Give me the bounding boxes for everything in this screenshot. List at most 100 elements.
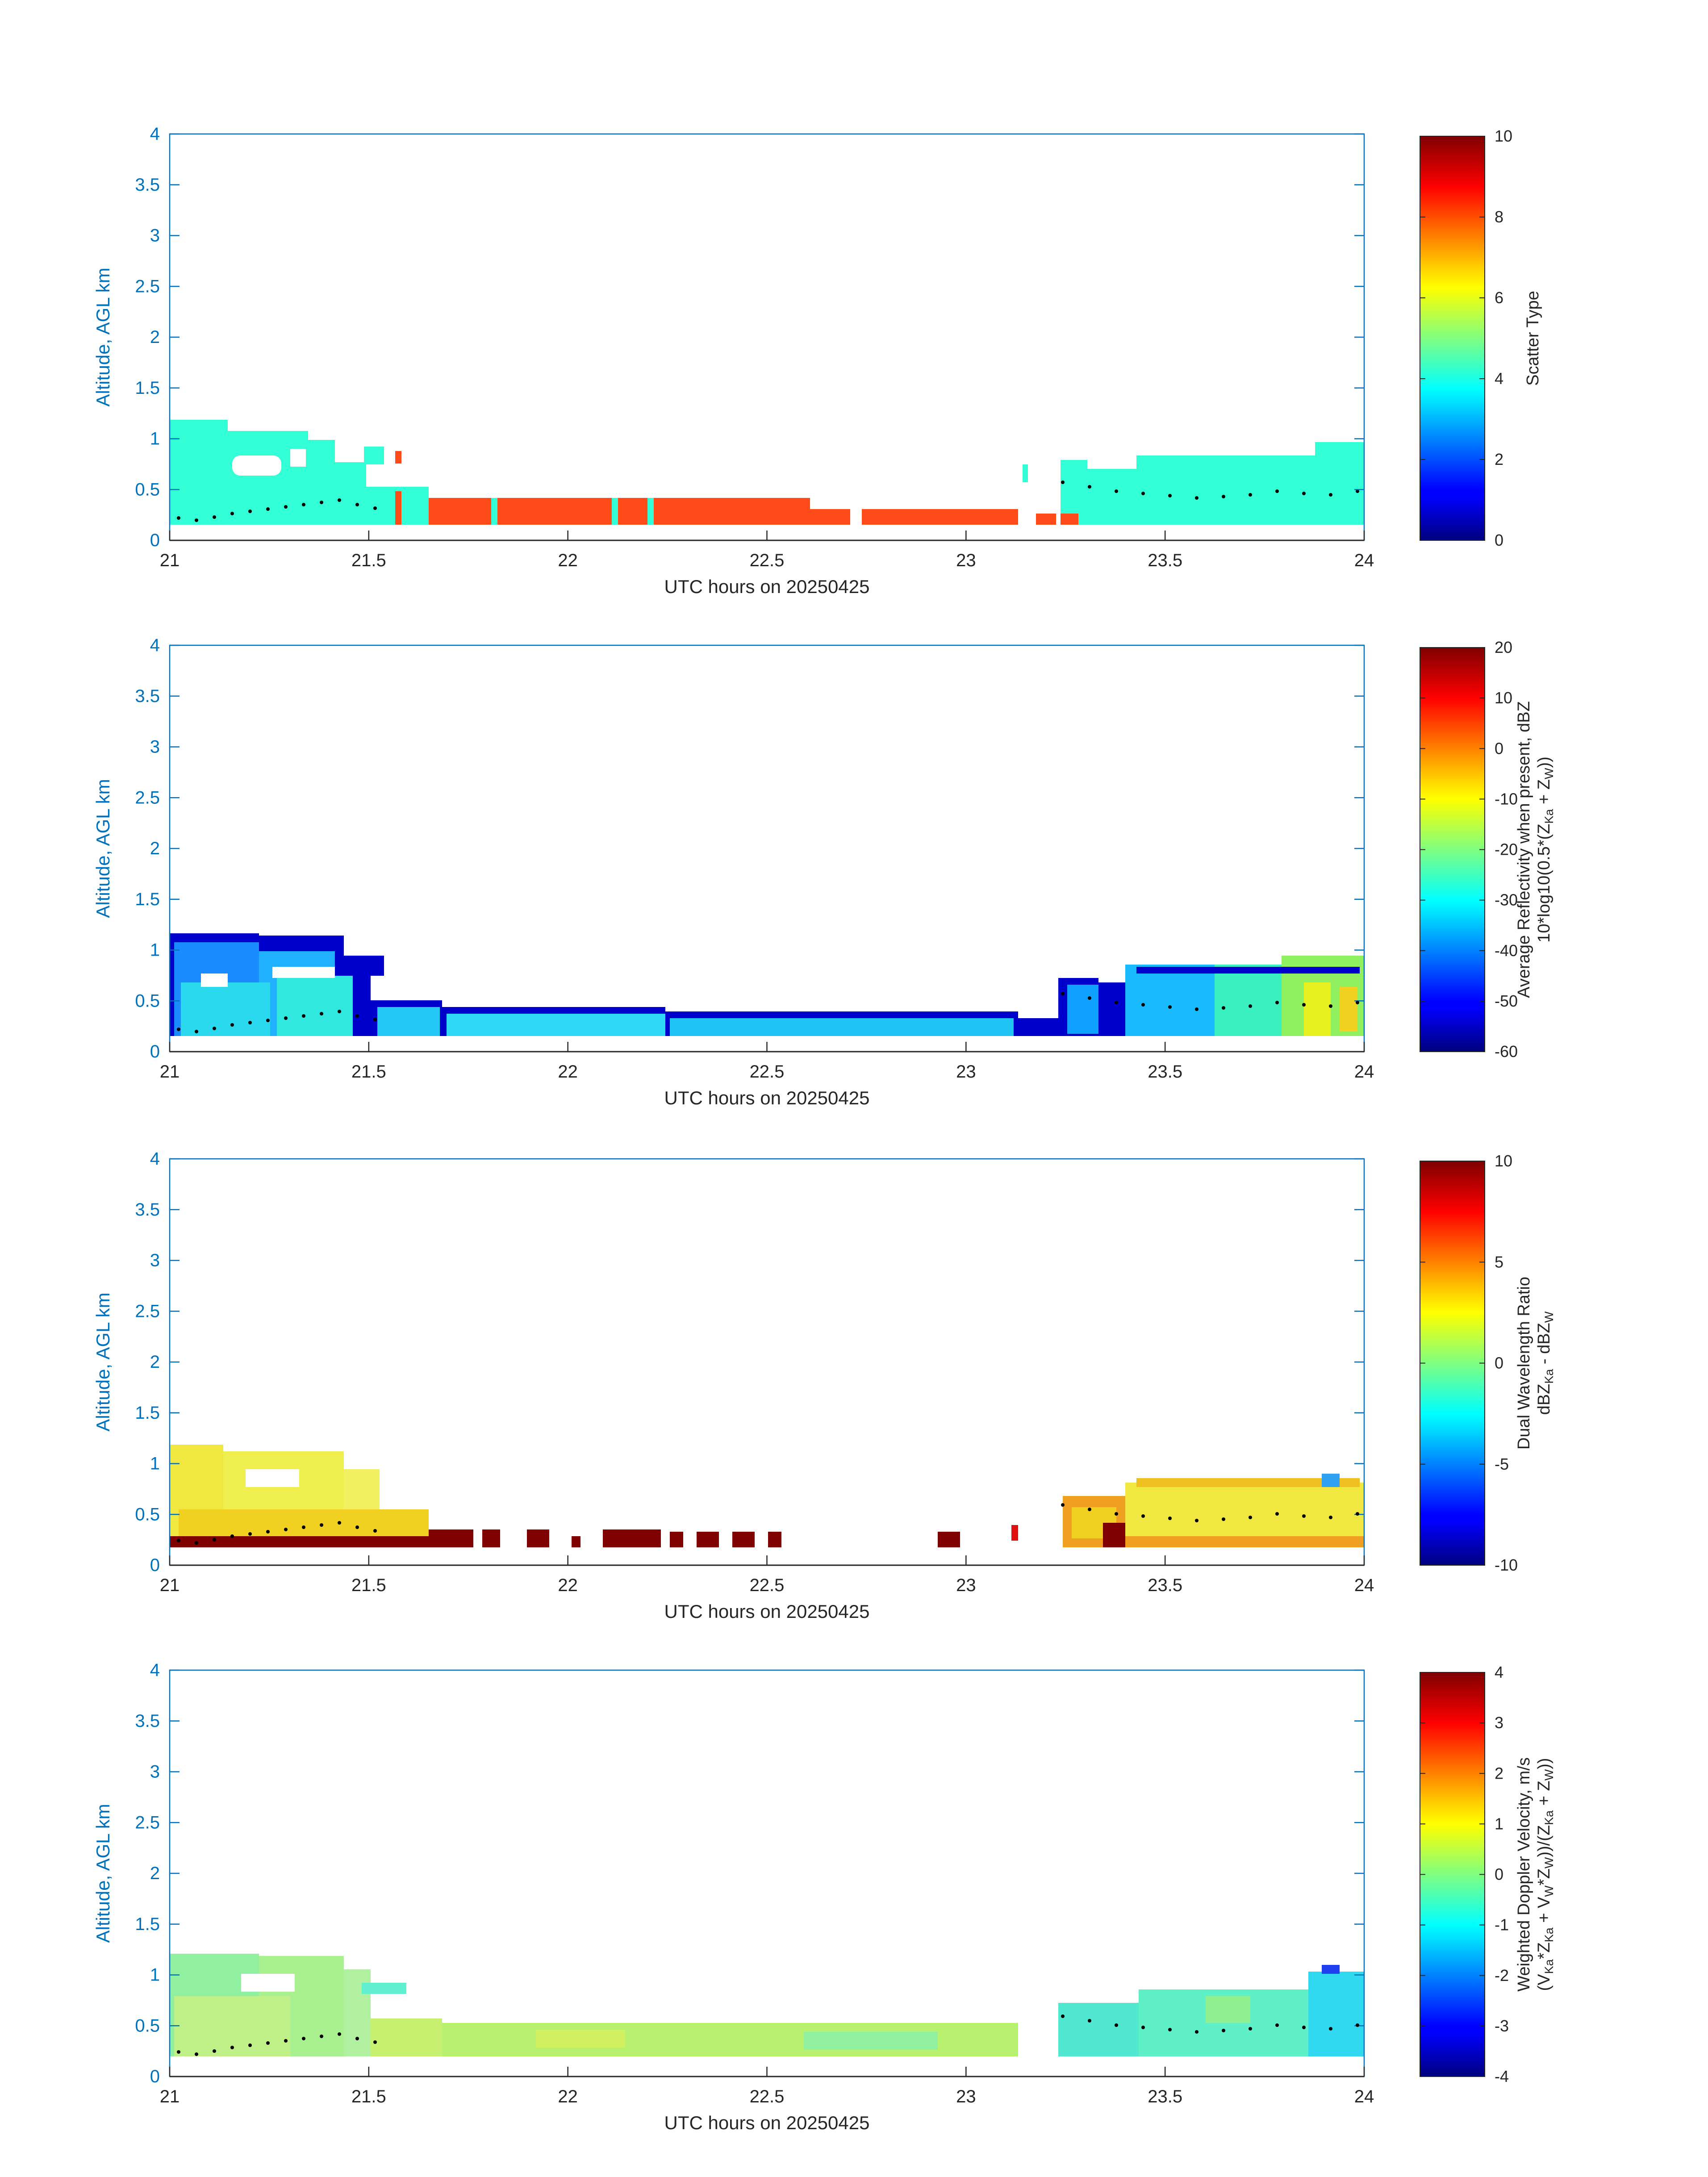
cloud-base-dot <box>230 1023 234 1027</box>
cloud-base-dot <box>266 1530 270 1534</box>
x-tick-label: 23.5 <box>1148 551 1182 570</box>
y-tick-label: 2 <box>150 1352 160 1372</box>
colorbar-tick-label: 10 <box>1495 1152 1512 1170</box>
x-tick-label: 22.5 <box>750 551 785 570</box>
y-tick-label: 3 <box>150 737 160 757</box>
x-tick-label: 21 <box>160 2087 180 2106</box>
cloud-base-dot <box>1061 2014 1065 2018</box>
x-tick-label: 24 <box>1354 551 1374 570</box>
cloud-base-dot <box>1329 1004 1332 1008</box>
y-tick-label: 3.5 <box>135 1711 160 1731</box>
cloud-base-dot <box>1088 1508 1091 1511</box>
cloud-base-dot <box>1356 1512 1359 1516</box>
cloud-base-dot <box>1088 2019 1091 2022</box>
y-tick-label: 2.5 <box>135 276 160 296</box>
cloud-base-dot <box>284 1528 288 1531</box>
cloud-base-dot <box>177 1028 180 1031</box>
cloud-base-dot <box>284 1016 288 1020</box>
colorbar-tick-label: -60 <box>1495 1042 1518 1061</box>
cloud-base-dot <box>302 2037 305 2040</box>
colorbar-tick-label: 2 <box>1495 1764 1503 1782</box>
y-tick-label: 1 <box>150 1454 160 1474</box>
cloud-base-dot <box>1275 2023 1279 2027</box>
y-tick-label: 3.5 <box>135 686 160 706</box>
colorbar-label-part: W <box>1542 768 1556 779</box>
cloud-base-dot <box>1249 1004 1252 1008</box>
cloud-base-dot <box>1141 1514 1145 1518</box>
colorbar-label-part: W <box>1542 1769 1556 1780</box>
x-tick-label: 23 <box>956 1062 976 1082</box>
cloud-base-dot <box>230 2046 234 2049</box>
y-tick-label: 1.5 <box>135 1914 160 1934</box>
cloud-base-dot <box>1356 1001 1359 1004</box>
colorbar-label: Scatter Type <box>1524 291 1542 386</box>
cloud-base-dot <box>284 2039 288 2043</box>
colorbar-tick-label: -3 <box>1495 2017 1509 2035</box>
cloud-base-dot <box>195 1541 198 1545</box>
colorbar-tick-label: -50 <box>1495 992 1518 1010</box>
cloud-base-dot <box>213 1027 216 1030</box>
y-tick-label: 0.5 <box>135 991 160 1011</box>
cloud-base-dot <box>177 2050 180 2054</box>
panel-1-data <box>170 420 1364 525</box>
colorbar-label-part: 10*log10(0.5*(Z <box>1535 824 1553 943</box>
colorbar-tick-label: -2 <box>1495 1966 1509 1985</box>
colorbar-tick-label: 0 <box>1495 531 1503 549</box>
x-tick-label: 21 <box>160 1575 180 1595</box>
cloud-base-dot <box>1329 1516 1332 1519</box>
colorbar-label-part: W <box>1542 1857 1556 1868</box>
cloud-base-dot <box>1115 1001 1118 1004</box>
colorbar-label-part: Ka <box>1542 1369 1556 1384</box>
colorbar-label-part: - dBZ <box>1535 1323 1553 1369</box>
x-axis-label: UTC hours on 20250425 <box>664 576 870 597</box>
cloud-base-dot <box>266 2041 270 2045</box>
y-tick-label: 2 <box>150 327 160 347</box>
cloud-base-dot <box>355 2037 359 2040</box>
colorbar-tick-label: -20 <box>1495 840 1518 859</box>
cloud-base-dot <box>195 1030 198 1033</box>
colorbar-tick-label: -5 <box>1495 1455 1509 1473</box>
x-axis-label: UTC hours on 20250425 <box>664 1087 870 1108</box>
panel-reflectivity <box>169 644 1485 1053</box>
cloud-base-dot <box>1168 1005 1172 1009</box>
cloud-base-dot <box>1168 1517 1172 1520</box>
colorbar-tick-label: -10 <box>1495 790 1518 808</box>
y-tick-label: 4 <box>150 124 160 144</box>
colorbar-tick-label: 4 <box>1495 1663 1503 1681</box>
x-tick-label: 21.5 <box>351 551 386 570</box>
y-tick-label: 0.5 <box>135 480 160 499</box>
cloud-base-dot <box>320 2035 323 2038</box>
colorbar-tick-label: 5 <box>1495 1253 1503 1271</box>
colorbar-tick-label: 10 <box>1495 127 1512 145</box>
cloud-base-dot <box>1222 1517 1225 1521</box>
cloud-base-dot <box>355 1525 359 1529</box>
cloud-base-dot <box>1222 1006 1225 1010</box>
colorbar-tick-label: -1 <box>1495 1916 1509 1934</box>
y-axis-label: Altitude, AGL km <box>92 1804 113 1943</box>
colorbar-label-part: )) <box>1535 1758 1553 1769</box>
y-tick-label: 1.5 <box>135 890 160 909</box>
colorbar-label-part: W <box>1542 1885 1556 1897</box>
cloud-base-dot <box>320 1523 323 1527</box>
cloud-base-dot <box>177 1539 180 1542</box>
cloud-base-dot <box>230 1534 234 1538</box>
panel-2-cloud-base-dots <box>177 992 1359 1033</box>
y-tick-label: 0.5 <box>135 2016 160 2035</box>
x-tick-label: 22.5 <box>750 1575 785 1595</box>
colorbar-tick-label: -40 <box>1495 941 1518 960</box>
panel-doppler-velocity <box>169 1669 1485 2077</box>
cloud-base-dot <box>1356 2023 1359 2027</box>
x-tick-label: 21.5 <box>351 2087 386 2106</box>
cloud-base-dot <box>1302 1003 1306 1007</box>
x-tick-label: 23 <box>956 551 976 570</box>
y-tick-label: 2.5 <box>135 1813 160 1832</box>
cloud-base-dot <box>1115 1512 1118 1516</box>
cloud-base-dot <box>1195 2030 1199 2034</box>
cloud-base-dot <box>1061 992 1065 995</box>
y-tick-label: 0 <box>150 1042 160 1061</box>
x-axis-label: UTC hours on 20250425 <box>664 1601 870 1622</box>
colorbar-tick-label: -10 <box>1495 1556 1518 1574</box>
colorbar-tick-label: 20 <box>1495 638 1512 656</box>
